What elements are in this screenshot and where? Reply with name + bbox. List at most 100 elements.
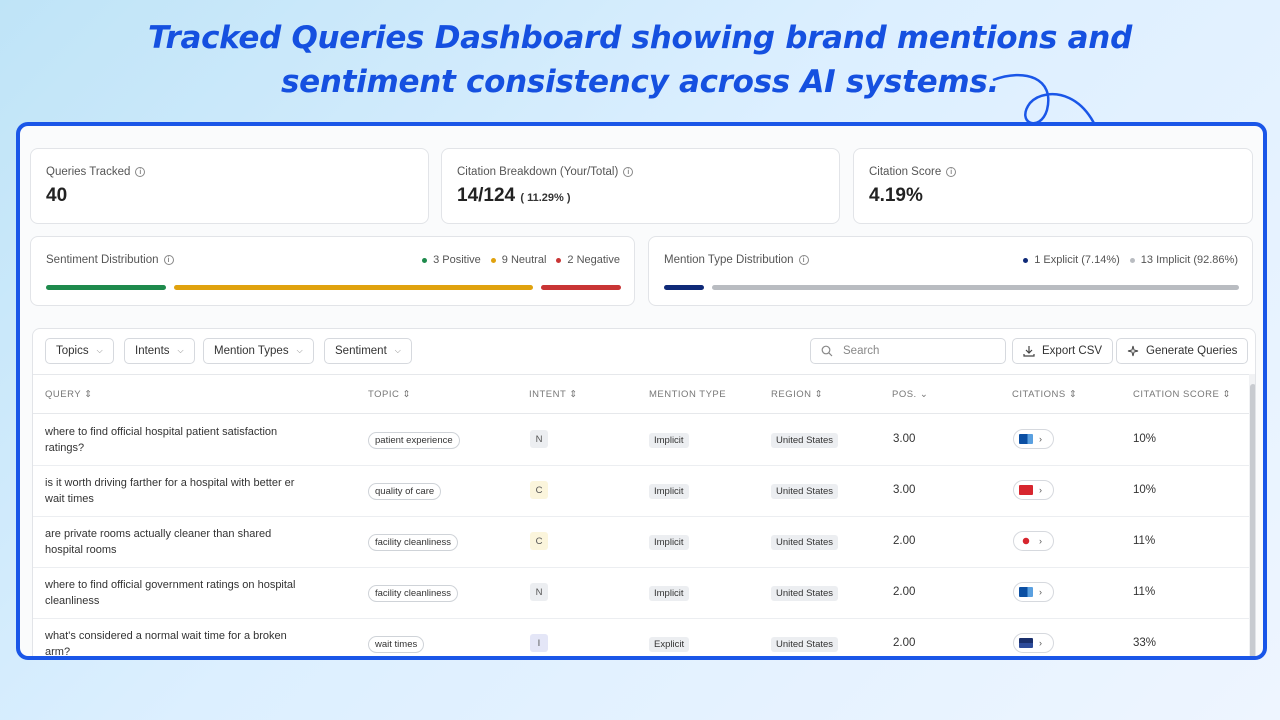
queries-tracked-label: Queries Tracked	[46, 166, 131, 178]
blue-site-icon	[1019, 587, 1033, 597]
sparkle-icon	[1127, 345, 1139, 357]
citation-score-value: 33%	[1133, 637, 1157, 649]
explicit-bar	[664, 285, 704, 290]
redbird-site-icon	[1019, 536, 1033, 546]
generate-queries-button[interactable]: Generate Queries	[1116, 338, 1249, 364]
intent-badge: I	[530, 634, 548, 652]
column-topic[interactable]: TOPIC ⇕	[368, 389, 411, 400]
position-value: 2.00	[893, 586, 916, 598]
mention-type-distribution-card: Mention Type Distribution i 1 Explicit (7…	[648, 236, 1253, 306]
column-mention-type[interactable]: MENTION TYPE	[649, 389, 727, 400]
chevron-down-icon: ⌵	[96, 346, 103, 355]
table-row[interactable]: what's considered a normal wait time for…	[33, 619, 1249, 656]
position-value: 2.00	[893, 637, 916, 649]
citation-score-value: 11%	[1133, 586, 1156, 598]
table-header: QUERY ⇕ TOPIC ⇕ INTENT ⇕ MENTION TYPE RE…	[33, 374, 1249, 414]
chevron-right-icon: ›	[1039, 536, 1042, 546]
search-input[interactable]: Search	[810, 338, 1006, 364]
mention-type-badge: Explicit	[649, 637, 690, 652]
topic-pill: wait times	[368, 636, 425, 653]
chevron-down-icon: ⌵	[296, 346, 303, 355]
region-badge: United States	[771, 586, 839, 601]
blue-site-icon	[1019, 434, 1033, 444]
info-icon[interactable]: i	[798, 255, 809, 265]
table-row[interactable]: is it worth driving farther for a hospit…	[33, 466, 1249, 517]
navy-site-icon	[1019, 638, 1033, 648]
info-icon[interactable]: i	[135, 167, 146, 177]
mention-type-badge: Implicit	[649, 433, 689, 448]
sentiment-distribution-label: Sentiment Distribution	[46, 254, 159, 266]
chevron-down-icon: ⌵	[177, 346, 184, 355]
citation-score-value: 4.19%	[869, 185, 923, 206]
query-text: where to find official government rating…	[45, 579, 296, 607]
topic-pill: facility cleanliness	[368, 585, 459, 602]
chevron-right-icon: ›	[1039, 638, 1042, 648]
citations-button[interactable]: ›	[1013, 582, 1054, 602]
export-csv-button[interactable]: Export CSV	[1012, 338, 1114, 364]
sort-icon: ⇕	[569, 389, 578, 400]
sort-icon: ⇕	[402, 389, 411, 400]
search-icon	[821, 345, 833, 357]
topic-pill: facility cleanliness	[368, 534, 459, 551]
citations-button[interactable]: ›	[1013, 480, 1054, 500]
citations-button[interactable]: ›	[1013, 633, 1054, 653]
chevron-right-icon: ›	[1039, 587, 1042, 597]
position-value: 3.00	[893, 484, 916, 496]
mention-type-badge: Implicit	[649, 586, 689, 601]
column-intent[interactable]: INTENT ⇕	[529, 389, 578, 400]
mention-type-legend: 1 Explicit (7.14%) 13 Implicit (92.86%)	[1023, 254, 1238, 266]
query-text: are private rooms actually cleaner than …	[45, 528, 272, 556]
legend-implicit: 13 Implicit (92.86%)	[1129, 254, 1238, 266]
dashboard-frame: Queries Tracked i 40 Citation Breakdown (…	[16, 122, 1267, 660]
intent-badge: C	[530, 481, 548, 499]
info-icon[interactable]: i	[163, 255, 174, 265]
topics-filter[interactable]: Topics ⌵	[45, 338, 114, 364]
intent-badge: C	[530, 532, 548, 550]
citation-score-value: 11%	[1133, 535, 1156, 547]
intents-filter[interactable]: Intents ⌵	[124, 338, 195, 364]
negative-bar	[541, 285, 621, 290]
table-row[interactable]: are private rooms actually cleaner than …	[33, 517, 1249, 568]
explicit-dot-icon	[1023, 257, 1029, 263]
positive-bar	[46, 285, 166, 290]
chevron-down-icon: ⌵	[394, 346, 401, 355]
headline-line-2: sentiment consistency across AI systems.	[281, 64, 999, 100]
table-row[interactable]: where to find official hospital patient …	[33, 415, 1249, 466]
table-row[interactable]: where to find official government rating…	[33, 568, 1249, 619]
citation-breakdown-card: Citation Breakdown (Your/Total) i 14/124 …	[441, 148, 840, 224]
table-scrollbar[interactable]	[1249, 374, 1255, 656]
position-value: 3.00	[893, 433, 916, 445]
mention-type-badge: Implicit	[649, 535, 689, 550]
scrollbar-thumb[interactable]	[1250, 384, 1255, 656]
sort-icon: ⇕	[1222, 389, 1231, 400]
headline-line-1: Tracked Queries Dashboard showing brand …	[148, 20, 1132, 56]
citation-score-label: Citation Score	[869, 166, 942, 178]
legend-explicit: 1 Explicit (7.14%)	[1023, 254, 1120, 266]
mention-type-badge: Implicit	[649, 484, 689, 499]
mention-type-distribution-label: Mention Type Distribution	[664, 254, 794, 266]
search-placeholder: Search	[843, 345, 880, 357]
citations-button[interactable]: ›	[1013, 531, 1054, 551]
column-pos[interactable]: POS. ⌄	[892, 389, 929, 400]
citation-score-card: Citation Score i 4.19%	[853, 148, 1253, 224]
column-region[interactable]: REGION ⇕	[771, 389, 824, 400]
implicit-bar	[712, 285, 1239, 290]
sort-icon: ⇕	[814, 389, 824, 400]
position-value: 2.00	[893, 535, 916, 547]
column-citations[interactable]: CITATIONS ⇕	[1012, 389, 1078, 400]
region-badge: United States	[771, 637, 839, 652]
citation-breakdown-label: Citation Breakdown (Your/Total)	[457, 166, 619, 178]
citations-button[interactable]: ›	[1013, 429, 1054, 449]
sentiment-filter[interactable]: Sentiment ⌵	[324, 338, 412, 364]
queries-tracked-card: Queries Tracked i 40	[30, 148, 429, 224]
citation-score-value: 10%	[1133, 484, 1157, 496]
citation-breakdown-value: 14/124	[457, 185, 516, 206]
chevron-right-icon: ›	[1039, 485, 1042, 495]
column-citation-score[interactable]: CITATION SCORE ⇕	[1133, 389, 1231, 400]
legend-positive: 3 Positive	[422, 254, 481, 266]
info-icon[interactable]: i	[946, 167, 957, 177]
region-badge: United States	[771, 484, 839, 499]
mention-types-filter[interactable]: Mention Types ⌵	[203, 338, 314, 364]
column-query[interactable]: QUERY ⇕	[45, 389, 93, 400]
info-icon[interactable]: i	[623, 167, 634, 177]
